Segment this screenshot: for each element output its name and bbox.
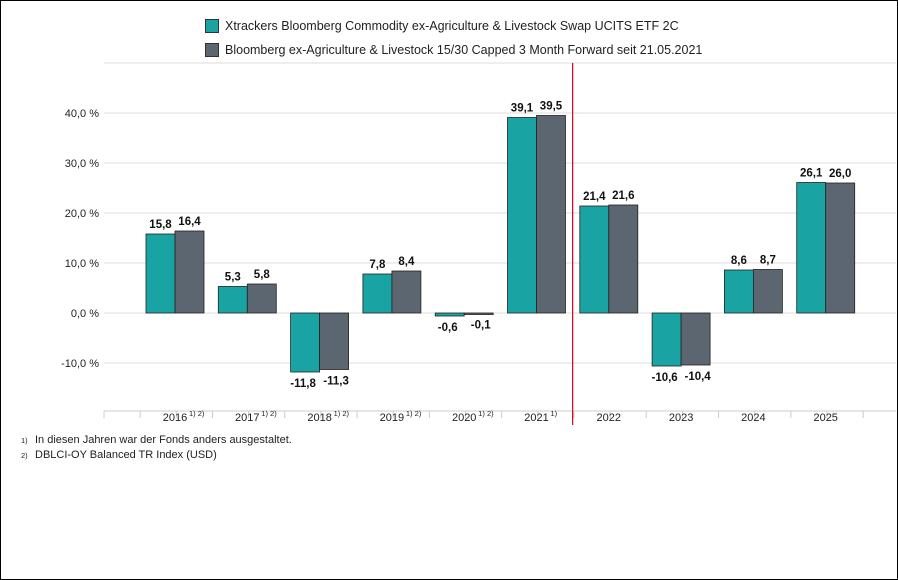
data-label: -10,6: [651, 372, 677, 384]
footnote-mark: 2): [21, 451, 28, 460]
data-label: 21,4: [583, 191, 606, 203]
bar-index: [753, 269, 783, 314]
footnotes: 1) In diesen Jahren war der Fonds anders…: [21, 434, 292, 464]
x-tick-label: 2016: [163, 412, 187, 424]
x-tick-label: 2022: [597, 412, 621, 424]
x-tick-label: 2020: [452, 412, 476, 424]
data-label: 39,5: [540, 101, 563, 113]
data-label: 8,4: [398, 256, 415, 268]
bar-index: [825, 182, 856, 314]
bar-index: [319, 312, 350, 370]
bar-chart: -10,0 % 0,0 % 10,0 % 20,0 % 30,0 % 40,0 % 15,8…: [61, 62, 896, 425]
data-label: 8,7: [760, 255, 776, 267]
data-label: 26,0: [829, 168, 851, 180]
data-label: 39,1: [511, 103, 534, 115]
footnote-1: 1) In diesen Jahren war der Fonds anders…: [21, 434, 292, 449]
x-tick-label: 2017: [235, 412, 259, 424]
data-label: 5,3: [225, 272, 241, 284]
data-label: 15,8: [149, 219, 172, 231]
legend-item-fund: Xtrackers Bloomberg Commodity ex-Agricul…: [205, 14, 702, 38]
data-label: -0,6: [438, 322, 458, 334]
x-tick-label: 2018: [307, 412, 331, 424]
x-tick-label: 2019: [380, 412, 404, 424]
data-label: -0,1: [471, 320, 491, 332]
footnote-2: 2) DBLCI-OY Balanced TR Index (USD): [21, 449, 292, 464]
x-tick-footnote: 1) 2): [261, 409, 277, 418]
bar-fund: [434, 312, 465, 317]
y-tick-label: 0,0 %: [71, 308, 99, 320]
bar-fund: [362, 273, 393, 314]
bar-index: [463, 312, 494, 315]
x-tick-label: 2023: [669, 412, 693, 424]
data-label: 21,6: [612, 190, 634, 202]
legend-label-fund: Xtrackers Bloomberg Commodity ex-Agricul…: [225, 19, 679, 33]
legend-label-index: Bloomberg ex-Agriculture & Livestock 15/…: [225, 43, 703, 57]
x-tick-footnote: 1) 2): [406, 409, 422, 418]
bar-fund: [507, 117, 537, 314]
x-tick-footnote: 1) 2): [334, 409, 350, 418]
bar-index: [391, 270, 422, 314]
footnote-text: DBLCI-OY Balanced TR Index (USD): [35, 449, 217, 461]
data-label: 26,1: [800, 168, 823, 180]
bar-fund: [145, 233, 176, 314]
footnote-text: In diesen Jahren war der Fonds anders au…: [35, 434, 292, 446]
data-label: 5,8: [254, 269, 271, 281]
x-tick-footnote: 1) 2): [189, 409, 205, 418]
x-tick-label: 2021: [524, 412, 548, 424]
legend-item-index: Bloomberg ex-Agriculture & Livestock 15/…: [205, 38, 702, 62]
x-tick-label: 2024: [741, 412, 765, 424]
bar-fund: [290, 312, 321, 373]
y-tick-label: 10,0 %: [65, 258, 99, 270]
data-label: 8,6: [731, 255, 747, 267]
data-label: -11,3: [323, 376, 349, 388]
bar-fund: [579, 205, 610, 314]
legend-swatch-fund: [205, 19, 219, 33]
bar-fund: [724, 269, 754, 314]
data-label: -11,8: [290, 378, 316, 390]
footnote-mark: 1): [21, 436, 28, 445]
legend-swatch-index: [205, 43, 219, 57]
bar-fund: [796, 182, 827, 314]
bar-fund: [217, 286, 248, 314]
bar-fund: [651, 312, 682, 367]
y-tick-label: 40,0 %: [65, 108, 99, 120]
bar-index: [174, 230, 205, 314]
bar-index: [536, 115, 566, 314]
x-tick-footnote: 1) 2): [478, 409, 494, 418]
bar-index: [246, 283, 277, 314]
data-label: 7,8: [369, 259, 386, 271]
legend: Xtrackers Bloomberg Commodity ex-Agricul…: [205, 14, 702, 62]
data-label: 16,4: [178, 216, 201, 228]
y-tick-label: 20,0 %: [65, 208, 99, 220]
data-label: -10,4: [684, 371, 711, 383]
bar-index: [608, 204, 639, 314]
x-tick-label: 2025: [813, 412, 837, 424]
bar-index: [680, 312, 711, 366]
x-tick-footnote: 1): [551, 409, 558, 418]
y-tick-label: -10,0 %: [61, 358, 99, 370]
y-tick-label: 30,0 %: [65, 158, 99, 170]
